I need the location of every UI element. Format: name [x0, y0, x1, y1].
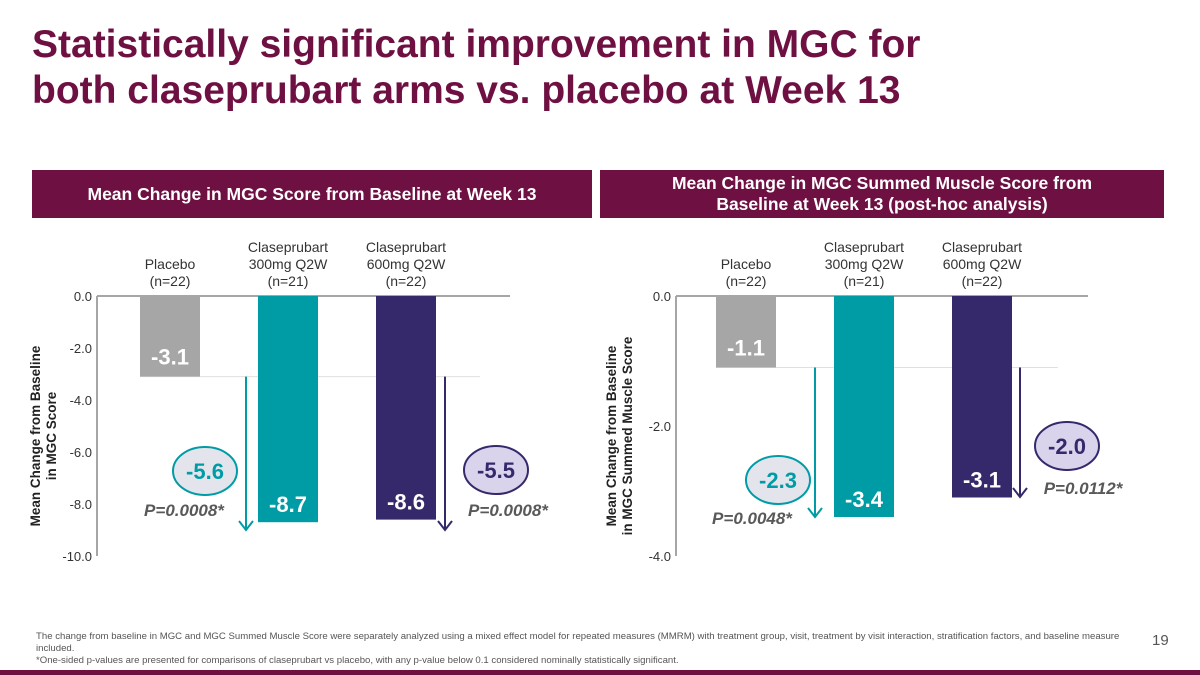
chart1-bar-0: [140, 296, 200, 377]
chart2-header-line1: Mean Change in MGC Summed Muscle Score f…: [671, 173, 1093, 193]
chart2-category-label: Placebo: [721, 256, 772, 272]
chart2-category-label: 600mg Q2W: [943, 256, 1022, 272]
chart1-category-label: Placebo: [145, 256, 196, 272]
chart1-bar-1: [258, 296, 318, 523]
chart1-y-tick-label: -6.0: [70, 445, 92, 460]
chart1-category-label: (n=22): [150, 273, 191, 289]
chart2-difference-value: -2.3: [759, 468, 797, 493]
chart1-category-label: Claseprubart: [366, 239, 446, 255]
chart1-difference-value: -5.5: [477, 458, 515, 483]
chart2-y-tick-label: -4.0: [649, 549, 671, 564]
chart2-bar-1: [834, 296, 894, 517]
chart2-bar-value-label: -3.4: [845, 487, 884, 512]
chart1-bar-2: [376, 296, 436, 520]
chart2-category-label: (n=21): [844, 273, 885, 289]
chart1-bar-value-label: -8.7: [269, 492, 307, 517]
chart2-category-label: (n=22): [726, 273, 767, 289]
chart1-y-tick-label: -2.0: [70, 341, 92, 356]
chart2-bar-2: [952, 296, 1012, 498]
page-number: 19: [1152, 632, 1169, 649]
chart2-difference-badge: [1034, 421, 1100, 471]
chart1-category-label: (n=21): [268, 273, 309, 289]
chart1-category-label: 300mg Q2W: [249, 256, 328, 272]
footnote-pvalues: *One-sided p-values are presented for co…: [36, 655, 679, 666]
chart2-bar-value-label: -1.1: [727, 336, 765, 361]
chart1-y-tick-label: -4.0: [70, 393, 92, 408]
chart2-category-label: 300mg Q2W: [825, 256, 904, 272]
chart1-y-tick-label: -10.0: [62, 549, 92, 564]
chart1-p-value: P=0.0008*: [144, 501, 225, 520]
chart1-difference-badge: [172, 446, 238, 496]
chart1-difference-badge: [463, 445, 529, 495]
title-line-1: Statistically significant improvement in…: [32, 23, 921, 66]
chart1-arrow-down-icon: [238, 520, 254, 532]
title-line-2: both claseprubart arms vs. placebo at We…: [32, 69, 901, 112]
chart2-difference-badge: [745, 455, 811, 505]
chart2-header-line2: Baseline at Week 13 (post-hoc analysis): [716, 194, 1048, 214]
chart2-difference-value: -2.0: [1048, 434, 1086, 459]
chart1-y-axis-label: Mean Change from Baseline: [28, 345, 43, 526]
chart1-bar-value-label: -8.6: [387, 490, 425, 515]
chart1-p-value: P=0.0008*: [468, 501, 549, 520]
chart1-y-tick-label: -8.0: [70, 497, 92, 512]
chart2-category-label: (n=22): [962, 273, 1003, 289]
chart2-bar-0: [716, 296, 776, 368]
chart2-category-label: Claseprubart: [824, 239, 904, 255]
chart1-arrow-down-icon: [437, 520, 453, 532]
chart1-difference-value: -5.6: [186, 459, 224, 484]
chart1-category-label: Claseprubart: [248, 239, 328, 255]
chart2-arrow-down-icon: [807, 507, 823, 519]
slide-title: Statistically significant improvement in…: [32, 22, 921, 114]
chart2-y-tick-label: 0.0: [653, 289, 671, 304]
chart2-p-value: P=0.0112*: [1044, 479, 1124, 498]
chart1-bar-value-label: -3.1: [151, 345, 189, 370]
chart1-y-tick-label: 0.0: [74, 289, 92, 304]
chart2-category-label: Claseprubart: [942, 239, 1022, 255]
footnotes: The change from baseline in MGC and MGC …: [36, 631, 1136, 667]
chart2-y-axis-label: Mean Change from Baseline: [604, 345, 619, 526]
footnote-methods: The change from baseline in MGC and MGC …: [36, 631, 1120, 654]
chart1-category-label: (n=22): [386, 273, 427, 289]
bottom-brand-bar: [0, 670, 1200, 675]
chart1-category-label: 600mg Q2W: [367, 256, 446, 272]
chart2-header: Mean Change in MGC Summed Muscle Score f…: [600, 170, 1164, 218]
chart2-arrow-down-icon: [1012, 487, 1028, 499]
chart1-header: Mean Change in MGC Score from Baseline a…: [32, 170, 592, 218]
chart2-y-tick-label: -2.0: [649, 419, 671, 434]
chart2-y-axis-label: in MGC Summed Muscle Score: [620, 336, 635, 535]
chart2-bar-value-label: -3.1: [963, 468, 1001, 493]
chart2-p-value: P=0.0048*: [712, 509, 793, 528]
chart1-y-axis-label: in MGC Score: [44, 391, 59, 480]
